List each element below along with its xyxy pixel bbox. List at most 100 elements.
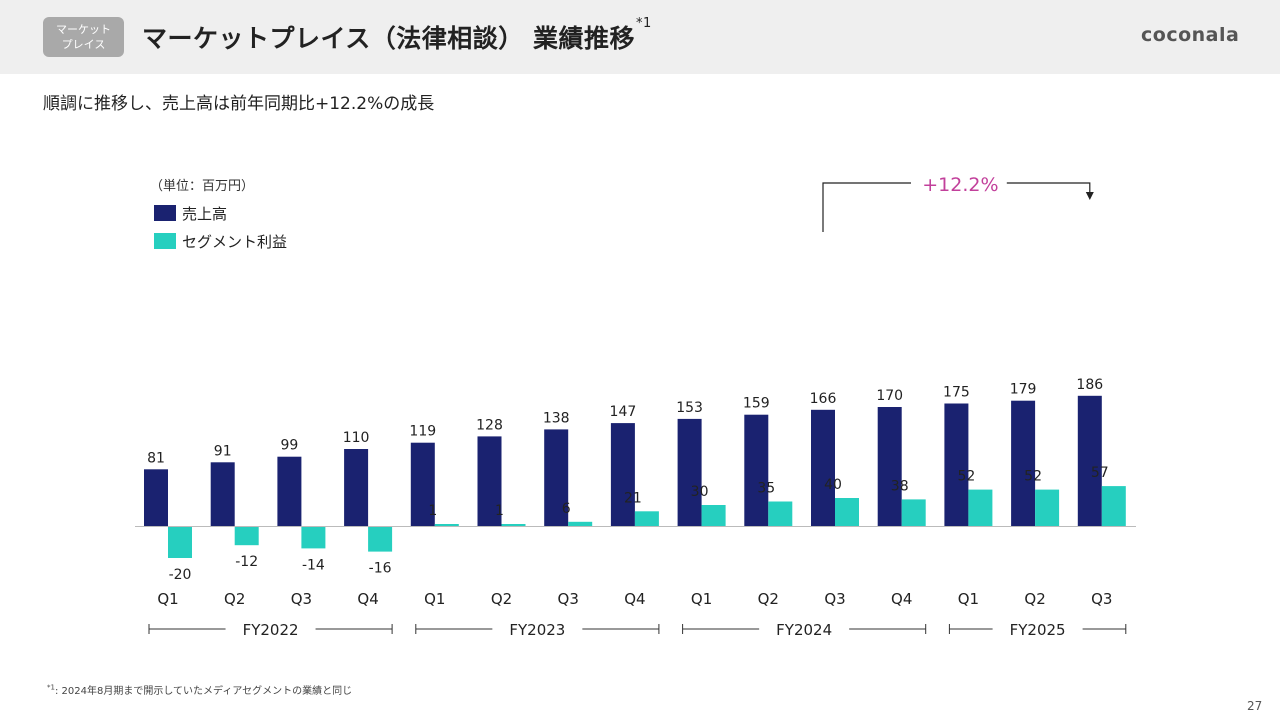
growth-annotation-label: +12.2% [922, 174, 998, 196]
legend-label-revenue: 売上高 [182, 205, 227, 223]
profit-bar [768, 501, 793, 526]
profit-bar [168, 526, 192, 558]
revenue-bar [277, 456, 302, 526]
profit-bar [368, 526, 393, 552]
legend-label-profit: セグメント利益 [182, 233, 287, 251]
profit-bar [701, 505, 726, 526]
revenue-bar [811, 409, 835, 526]
profit-bar [634, 511, 659, 526]
profit-bar [968, 489, 993, 526]
section-tag-line1: マーケット [56, 23, 111, 36]
profit-value-label: 40 [824, 477, 842, 493]
x-tick-label: Q1 [958, 590, 979, 608]
section-tag-line2: プレイス [61, 38, 106, 51]
page-number: 27 [1247, 699, 1263, 713]
revenue-bar [210, 462, 235, 526]
revenue-value-label: 159 [743, 396, 770, 412]
profit-bar [434, 524, 459, 526]
x-tick-label: Q2 [491, 590, 512, 608]
profit-bar [234, 526, 259, 546]
profit-bar [1101, 486, 1126, 526]
fy-label: FY2024 [776, 621, 832, 639]
revenue-bar [144, 469, 168, 526]
header-bar: マーケット プレイス マーケットプレイス（法律相談） 業績推移*1 cocona… [0, 0, 1280, 74]
annotation-line [1006, 182, 1091, 194]
profit-value-label: 52 [1024, 469, 1042, 485]
x-tick-label: Q3 [291, 590, 312, 608]
revenue-value-label: 119 [409, 424, 436, 440]
profit-value-label: 30 [691, 484, 709, 500]
revenue-value-label: 153 [676, 400, 703, 416]
profit-value-label: 6 [562, 501, 571, 517]
profit-value-label: -14 [302, 557, 325, 573]
revenue-value-label: 128 [476, 417, 503, 433]
profit-bar [901, 499, 926, 526]
revenue-bar [344, 449, 369, 526]
footnote-text: : 2024年8月期まで開示していたメディアセグメントの業績と同じ [54, 686, 353, 697]
x-tick-label: Q3 [824, 590, 845, 608]
revenue-value-label: 166 [810, 391, 837, 407]
profit-value-label: 38 [891, 478, 909, 494]
profit-value-label: 1 [428, 503, 437, 519]
revenue-value-label: 110 [343, 430, 370, 446]
revenue-bar [410, 442, 435, 526]
revenue-bar [1011, 400, 1036, 526]
profit-value-label: 57 [1091, 465, 1109, 481]
profit-value-label: -16 [369, 561, 392, 577]
revenue-bar [944, 403, 969, 526]
page-title: マーケットプレイス（法律相談） 業績推移*1 [142, 16, 652, 55]
fy-label: FY2022 [243, 621, 299, 639]
x-tick-label: Q1 [424, 590, 445, 608]
x-tick-label: Q1 [691, 590, 712, 608]
revenue-value-label: 170 [876, 388, 903, 404]
revenue-bar [1077, 395, 1102, 526]
profit-value-label: -20 [169, 567, 192, 583]
x-tick-label: Q3 [1091, 590, 1112, 608]
x-tick-label: Q4 [624, 590, 645, 608]
x-tick-label: Q4 [891, 590, 912, 608]
revenue-value-label: 179 [1010, 382, 1037, 398]
revenue-bar [544, 429, 569, 526]
revenue-bar [744, 414, 769, 526]
x-tick-label: Q3 [558, 590, 579, 608]
footnote: *1: 2024年8月期まで開示していたメディアセグメントの業績と同じ [47, 682, 352, 697]
legend-swatch-revenue [154, 205, 176, 221]
revenue-bar [610, 423, 635, 526]
x-tick-label: Q2 [224, 590, 245, 608]
x-tick-label: Q1 [157, 590, 178, 608]
page-title-text: マーケットプレイス（法律相談） 業績推移 [142, 24, 635, 53]
profit-value-label: 52 [957, 469, 975, 485]
annotation-arrowhead [1085, 192, 1094, 200]
revenue-bar [677, 418, 702, 526]
page-subtitle: 順調に推移し、売上高は前年同期比+12.2%の成長 [43, 94, 435, 114]
revenue-value-label: 186 [1076, 377, 1103, 393]
profit-value-label: 35 [757, 481, 775, 497]
revenue-bar [477, 436, 502, 526]
revenue-value-label: 81 [147, 450, 165, 466]
revenue-bar [877, 407, 902, 526]
profit-value-label: 21 [624, 490, 642, 506]
brand-logo: coconala [1141, 24, 1240, 46]
profit-bar [501, 524, 526, 526]
footnote-mark: *1 [47, 683, 55, 692]
revenue-value-label: 99 [280, 438, 298, 454]
profit-value-label: -12 [235, 554, 258, 570]
profit-bar [301, 526, 326, 549]
revenue-value-label: 91 [214, 443, 232, 459]
unit-label: （単位：百万円） [150, 178, 254, 194]
profit-value-label: 1 [495, 503, 504, 519]
legend-swatch-profit [154, 233, 176, 249]
x-tick-label: Q2 [1024, 590, 1045, 608]
x-tick-label: Q2 [758, 590, 779, 608]
fy-label: FY2023 [509, 621, 565, 639]
annotation-line [822, 182, 911, 232]
profit-bar [568, 521, 593, 526]
title-footnote-mark: *1 [635, 16, 652, 31]
revenue-value-label: 147 [610, 404, 637, 420]
fy-label: FY2025 [1010, 621, 1066, 639]
revenue-value-label: 138 [543, 410, 570, 426]
x-tick-label: Q4 [357, 590, 378, 608]
profit-bar [1035, 489, 1060, 526]
